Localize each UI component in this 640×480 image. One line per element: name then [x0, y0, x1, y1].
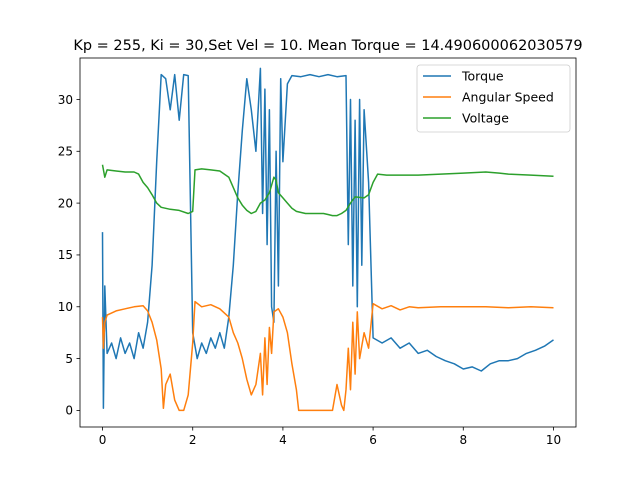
y-tick-label: 20 — [58, 196, 73, 210]
axes-frame — [79, 57, 577, 428]
y-tick-label: 10 — [58, 300, 73, 314]
y-tick-label: 25 — [58, 145, 73, 159]
legend-label-torque: Torque — [461, 69, 504, 84]
y-axis: 0 5 10 15 20 25 30 — [58, 93, 80, 418]
x-tick-label: 4 — [279, 433, 287, 447]
series-line-angular-speed — [101, 300, 554, 412]
x-tick-label: 2 — [189, 433, 197, 447]
x-tick-label: 10 — [546, 433, 561, 447]
series-line-torque — [101, 67, 554, 410]
legend-label-angular-speed: Angular Speed — [462, 90, 554, 105]
y-tick-label: 30 — [58, 93, 73, 107]
series-layer — [101, 67, 554, 412]
x-tick-label: 6 — [369, 433, 377, 447]
y-tick-label: 0 — [65, 404, 73, 418]
y-tick-label: 5 — [65, 352, 73, 366]
x-axis: 0 2 4 6 8 10 — [99, 427, 561, 447]
x-tick-label: 0 — [99, 433, 107, 447]
legend-box — [416, 64, 571, 133]
y-tick-label: 15 — [58, 248, 73, 262]
chart-title: Kp = 255, Ki = 30,Set Vel = 10. Mean Tor… — [73, 38, 582, 54]
legend-label-voltage: Voltage — [462, 111, 509, 126]
x-tick-label: 8 — [459, 433, 467, 447]
legend: Torque Angular Speed Voltage — [416, 64, 571, 133]
series-line-voltage — [101, 164, 554, 217]
